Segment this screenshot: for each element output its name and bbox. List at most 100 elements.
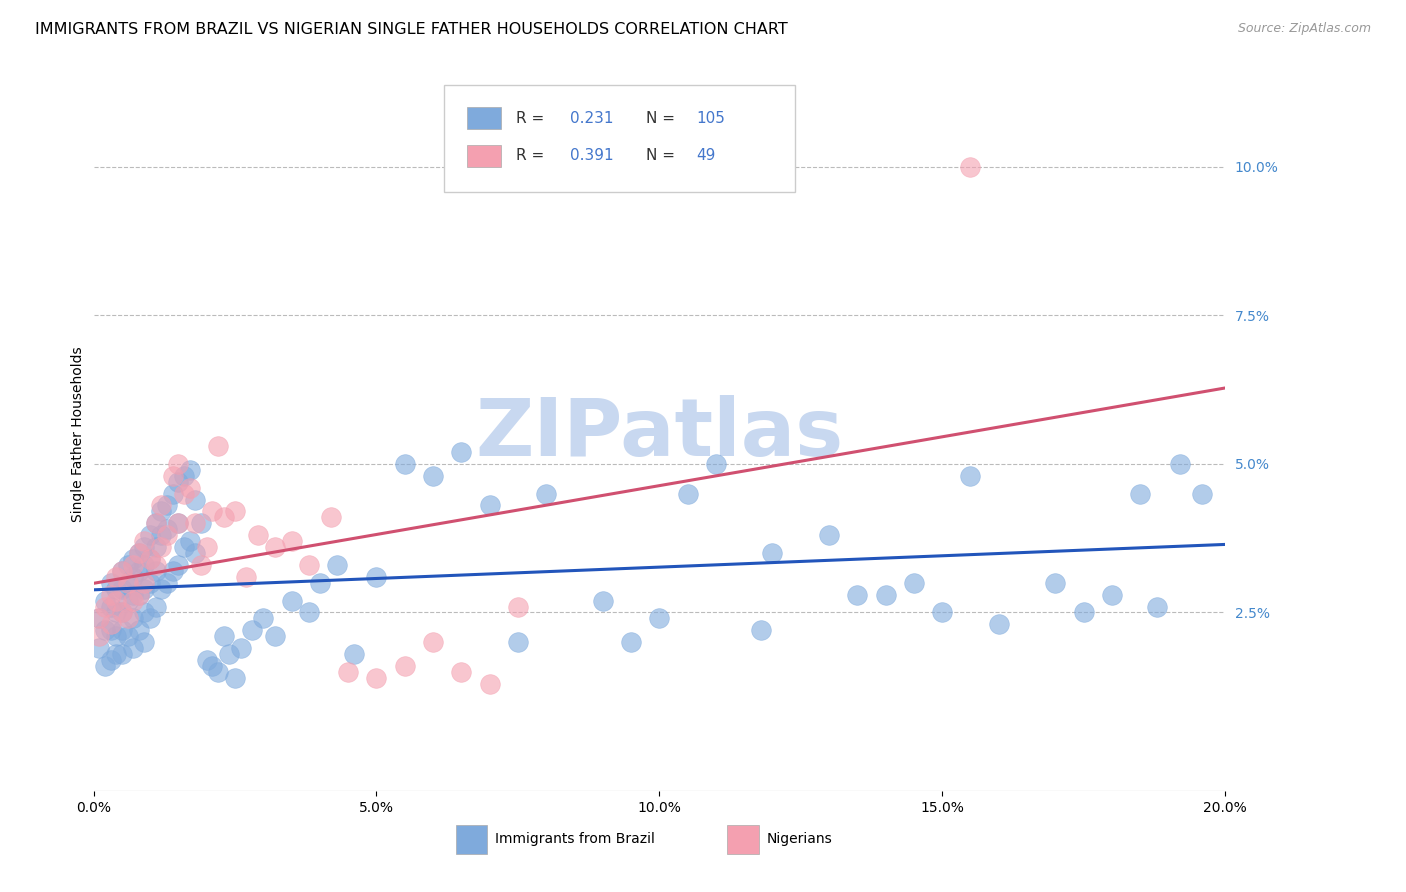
Point xyxy=(122,611,145,625)
Point xyxy=(534,486,557,500)
Point xyxy=(478,677,501,691)
Point xyxy=(179,463,201,477)
Point xyxy=(224,504,246,518)
Text: 0.391: 0.391 xyxy=(569,148,613,163)
Point xyxy=(167,516,190,531)
Point xyxy=(761,546,783,560)
Point xyxy=(1101,588,1123,602)
Point xyxy=(167,457,190,471)
Point xyxy=(422,468,444,483)
Point xyxy=(128,624,150,638)
Point xyxy=(337,665,360,679)
Point xyxy=(145,564,167,578)
Point xyxy=(184,492,207,507)
Point xyxy=(122,570,145,584)
Point xyxy=(224,671,246,685)
Point xyxy=(105,593,128,607)
Point xyxy=(94,593,117,607)
Point xyxy=(156,528,179,542)
Point xyxy=(218,647,240,661)
Point xyxy=(366,570,388,584)
Point xyxy=(246,528,269,542)
Point xyxy=(128,588,150,602)
Point xyxy=(366,671,388,685)
Point xyxy=(297,606,319,620)
Point xyxy=(184,516,207,531)
Point xyxy=(145,599,167,614)
Point xyxy=(818,528,841,542)
Point xyxy=(100,588,122,602)
Point xyxy=(959,468,981,483)
Text: N =: N = xyxy=(645,148,679,163)
Point xyxy=(94,659,117,673)
Text: ZIPatlas: ZIPatlas xyxy=(475,395,844,473)
Point xyxy=(263,629,285,643)
Point xyxy=(156,499,179,513)
Point xyxy=(749,624,772,638)
Point xyxy=(150,504,173,518)
Point xyxy=(1045,575,1067,590)
Point xyxy=(1191,486,1213,500)
Point xyxy=(263,540,285,554)
Point xyxy=(297,558,319,572)
Point xyxy=(89,641,111,656)
Point xyxy=(195,653,218,667)
Point xyxy=(156,522,179,536)
Point xyxy=(207,439,229,453)
Point xyxy=(139,575,162,590)
Point xyxy=(592,593,614,607)
Point xyxy=(128,588,150,602)
Point xyxy=(128,546,150,560)
Point xyxy=(122,641,145,656)
Point xyxy=(89,611,111,625)
Point xyxy=(229,641,252,656)
Text: Source: ZipAtlas.com: Source: ZipAtlas.com xyxy=(1237,22,1371,36)
Text: N =: N = xyxy=(645,111,679,126)
Point xyxy=(162,486,184,500)
Point xyxy=(134,540,156,554)
Point xyxy=(173,540,195,554)
Text: Nigerians: Nigerians xyxy=(766,832,832,847)
Point xyxy=(100,653,122,667)
Point xyxy=(167,558,190,572)
Point xyxy=(179,481,201,495)
Point xyxy=(212,629,235,643)
FancyBboxPatch shape xyxy=(444,85,794,192)
Point xyxy=(100,624,122,638)
Point xyxy=(111,647,134,661)
Point xyxy=(167,516,190,531)
Point xyxy=(308,575,330,590)
Text: 0.231: 0.231 xyxy=(569,111,613,126)
Point xyxy=(903,575,925,590)
Point xyxy=(450,445,472,459)
Point xyxy=(321,510,343,524)
Point xyxy=(139,528,162,542)
Point xyxy=(122,593,145,607)
Point xyxy=(190,558,212,572)
Text: IMMIGRANTS FROM BRAZIL VS NIGERIAN SINGLE FATHER HOUSEHOLDS CORRELATION CHART: IMMIGRANTS FROM BRAZIL VS NIGERIAN SINGL… xyxy=(35,22,787,37)
Point xyxy=(105,570,128,584)
FancyBboxPatch shape xyxy=(467,145,501,167)
Point xyxy=(212,510,235,524)
Text: 49: 49 xyxy=(696,148,716,163)
Point xyxy=(122,588,145,602)
Point xyxy=(145,516,167,531)
Point xyxy=(931,606,953,620)
FancyBboxPatch shape xyxy=(456,825,488,854)
Point xyxy=(128,564,150,578)
Point xyxy=(162,468,184,483)
Point xyxy=(117,593,139,607)
Point xyxy=(173,486,195,500)
Point xyxy=(100,599,122,614)
Point xyxy=(875,588,897,602)
Text: R =: R = xyxy=(516,148,548,163)
Point xyxy=(620,635,643,649)
Text: R =: R = xyxy=(516,111,548,126)
Point xyxy=(190,516,212,531)
Point xyxy=(111,582,134,596)
Point xyxy=(134,606,156,620)
Point xyxy=(111,624,134,638)
Point xyxy=(394,457,416,471)
Point xyxy=(478,499,501,513)
Point xyxy=(117,575,139,590)
